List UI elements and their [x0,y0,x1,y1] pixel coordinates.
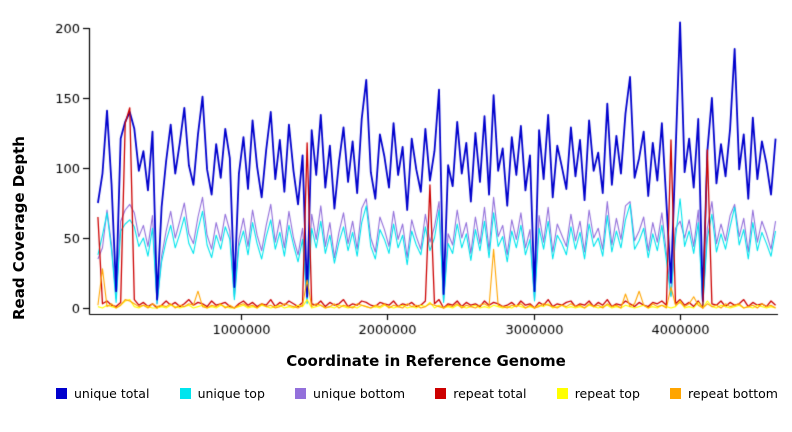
repeat-bottom-swatch-icon [670,388,682,399]
legend-item-unique-total: unique total [56,386,149,401]
coverage-plot-canvas [0,0,792,344]
legend-item-repeat-bottom: repeat bottom [670,386,778,401]
legend-item-unique-top: unique top [179,386,265,401]
unique-bottom-swatch-icon [295,388,307,399]
legend-label: repeat bottom [688,386,778,401]
legend-label: unique total [74,386,150,401]
x-axis-label: Coordinate in Reference Genome [286,352,566,370]
legend: unique total unique top unique bottom re… [0,386,792,401]
y-axis-label: Read Coverage Depth [10,136,28,320]
unique-total-swatch-icon [56,388,67,399]
repeat-top-swatch-icon [556,388,568,399]
legend-label: unique top [197,386,265,401]
repeat-total-swatch-icon [435,388,447,399]
legend-label: repeat total [453,386,527,401]
legend-label: unique bottom [313,386,406,401]
legend-item-repeat-total: repeat total [435,386,527,401]
legend-item-unique-bottom: unique bottom [295,386,405,401]
legend-item-repeat-top: repeat top [556,386,640,401]
legend-label: repeat top [574,386,640,401]
unique-top-swatch-icon [179,388,191,399]
